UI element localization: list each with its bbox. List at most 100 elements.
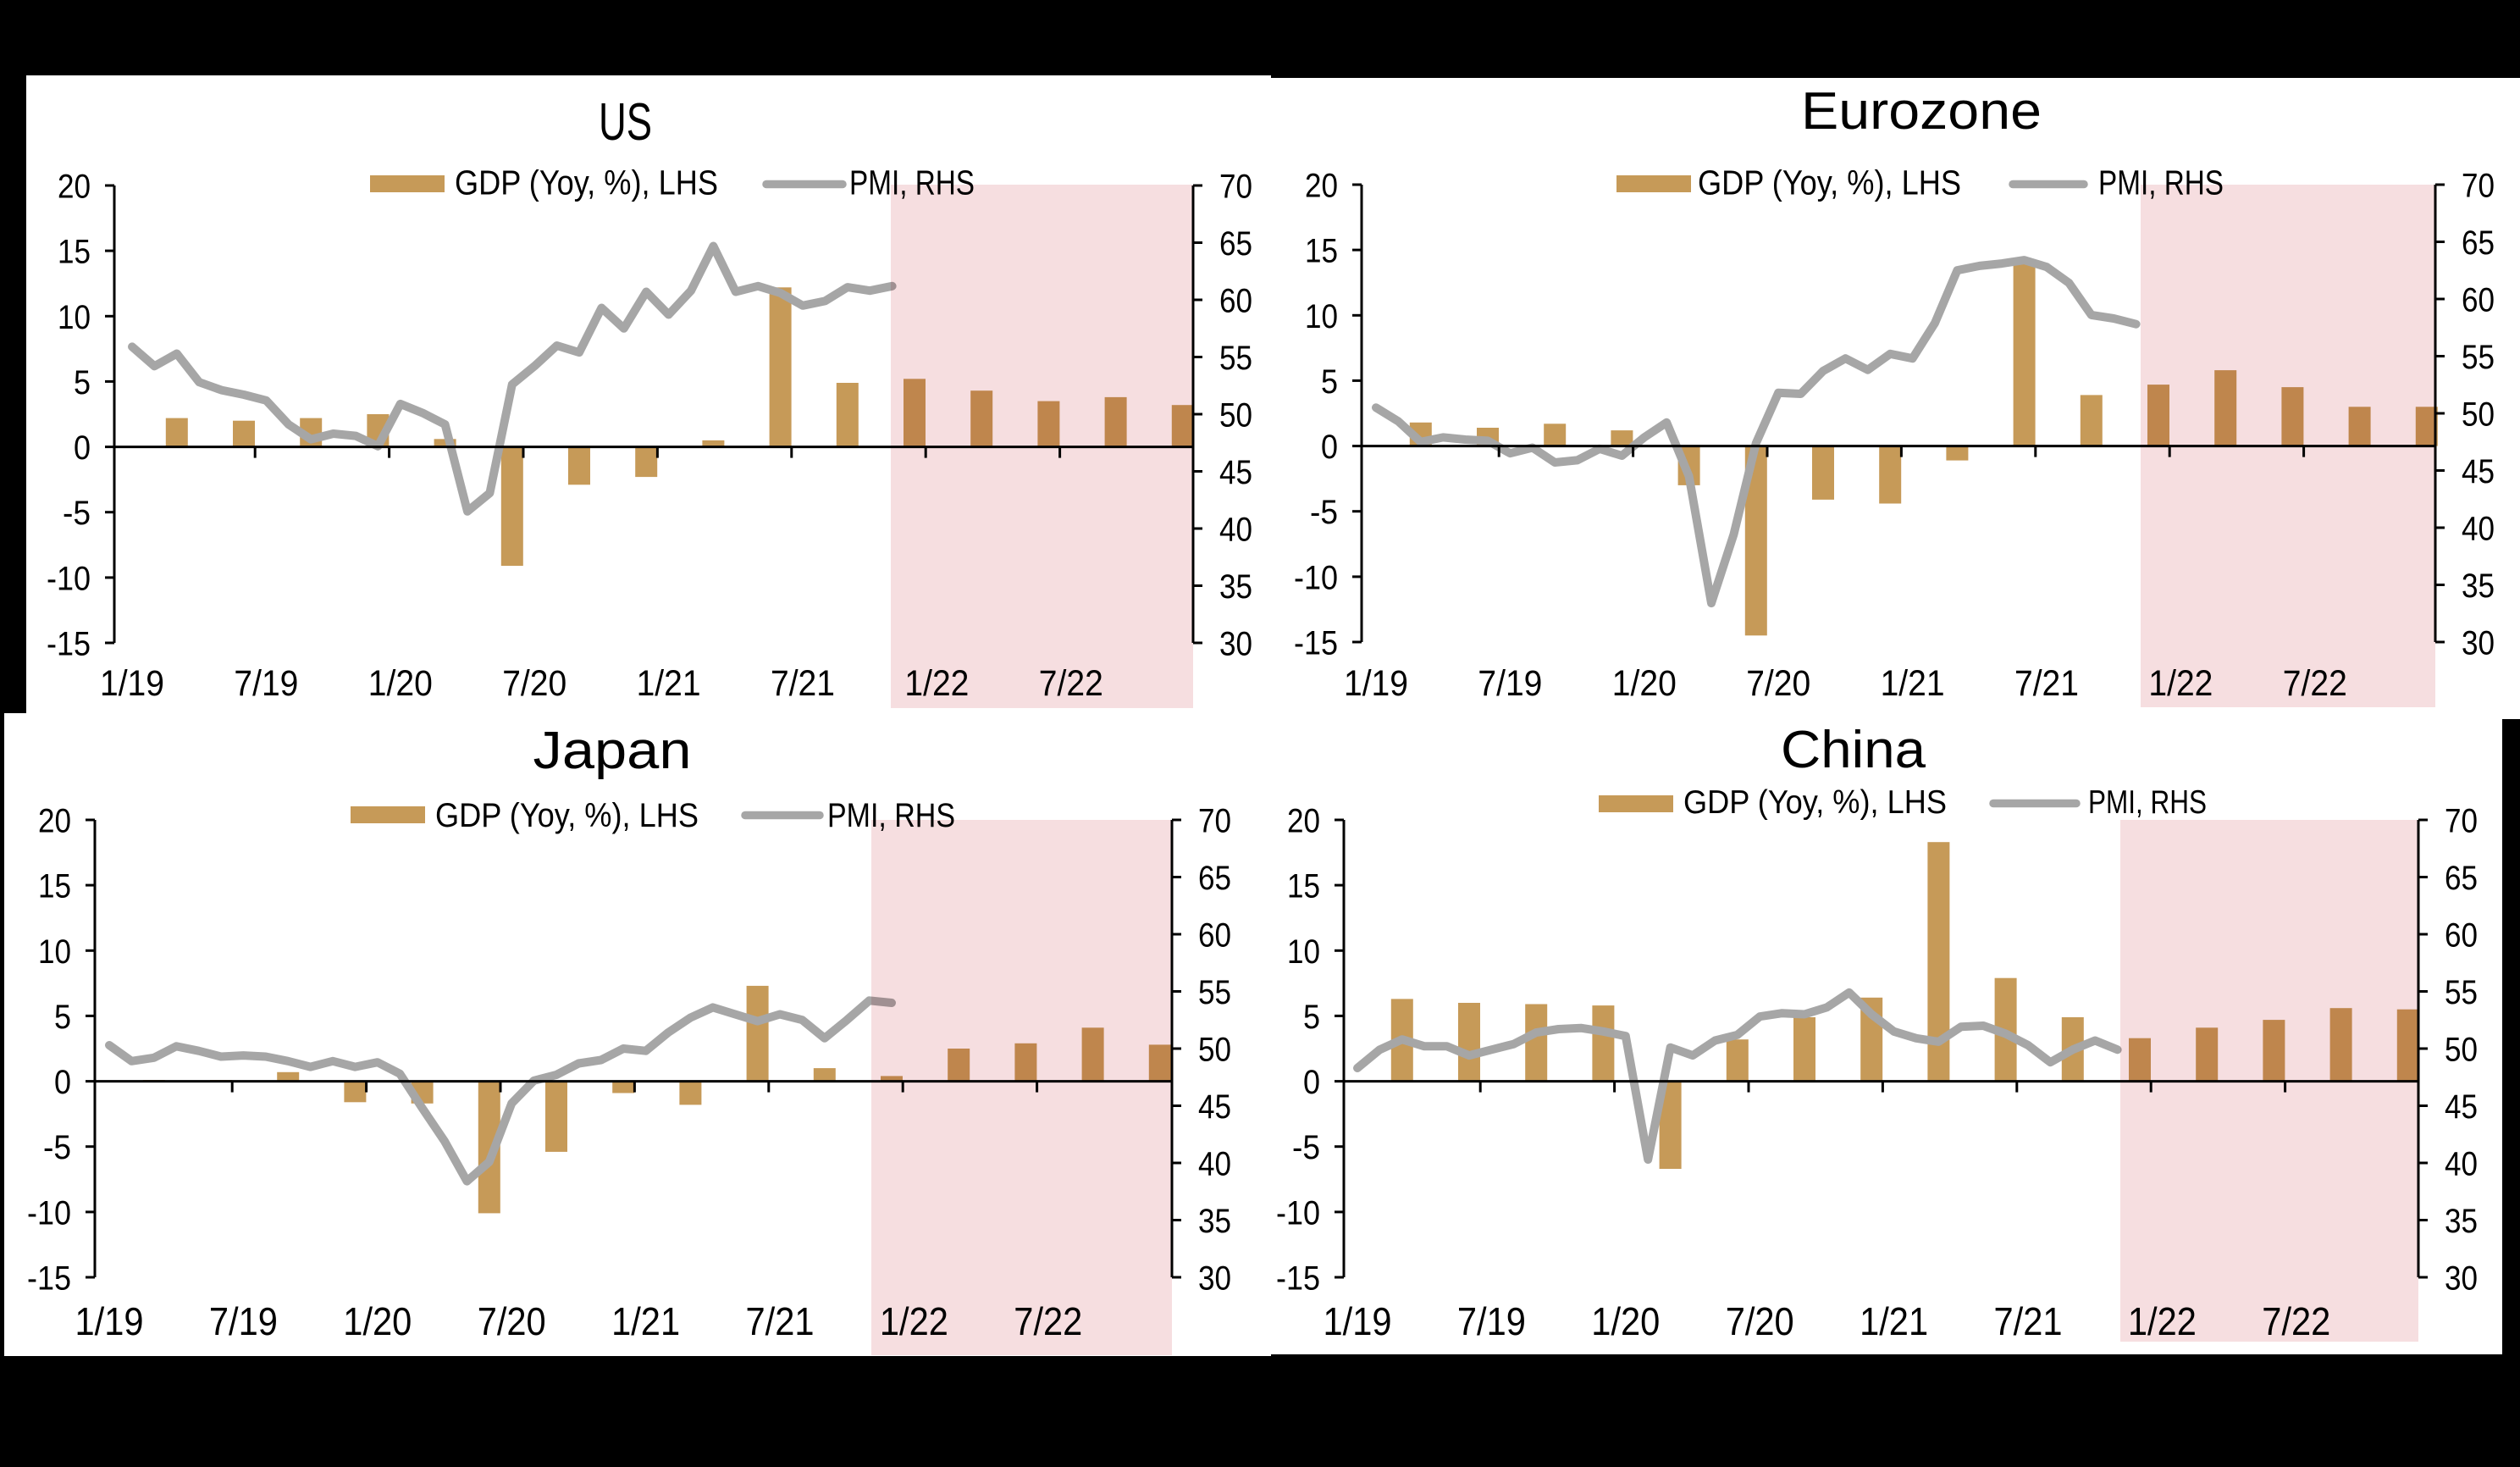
svg-text:7/21: 7/21: [746, 1299, 815, 1343]
svg-text:55: 55: [2462, 339, 2495, 376]
svg-text:40: 40: [2462, 511, 2495, 548]
svg-text:1/21: 1/21: [1860, 1299, 1928, 1343]
svg-text:GDP (Yoy, %), LHS: GDP (Yoy, %), LHS: [1698, 163, 1961, 202]
svg-text:7/19: 7/19: [1478, 663, 1542, 704]
svg-text:1/19: 1/19: [1324, 1299, 1392, 1343]
svg-text:20: 20: [58, 169, 91, 206]
svg-text:35: 35: [1219, 568, 1252, 606]
svg-text:65: 65: [2445, 860, 2478, 897]
svg-text:7/19: 7/19: [1457, 1299, 1526, 1343]
svg-text:45: 45: [1219, 454, 1252, 491]
svg-text:1/19: 1/19: [1344, 663, 1408, 704]
svg-text:35: 35: [2462, 567, 2495, 605]
svg-text:7/20: 7/20: [502, 663, 566, 704]
svg-text:55: 55: [1219, 340, 1252, 377]
svg-text:-5: -5: [1292, 1129, 1320, 1166]
svg-text:40: 40: [1219, 512, 1252, 549]
svg-text:1/20: 1/20: [368, 663, 433, 704]
svg-text:70: 70: [2462, 168, 2495, 205]
svg-text:50: 50: [2462, 396, 2495, 434]
svg-text:1/21: 1/21: [637, 663, 701, 704]
svg-text:30: 30: [1219, 626, 1252, 663]
svg-text:50: 50: [1219, 397, 1252, 435]
svg-text:-5: -5: [1310, 494, 1338, 531]
svg-text:1/20: 1/20: [343, 1299, 412, 1343]
svg-text:40: 40: [2445, 1146, 2478, 1183]
svg-text:-15: -15: [27, 1260, 71, 1298]
svg-text:45: 45: [1198, 1088, 1231, 1126]
svg-text:1/20: 1/20: [1612, 663, 1677, 704]
svg-text:-5: -5: [43, 1129, 71, 1166]
svg-text:15: 15: [1287, 868, 1320, 905]
svg-text:45: 45: [2445, 1088, 2478, 1126]
svg-text:70: 70: [2445, 803, 2478, 840]
svg-text:1/19: 1/19: [75, 1299, 144, 1343]
svg-text:50: 50: [2445, 1032, 2478, 1069]
svg-text:0: 0: [74, 429, 91, 467]
svg-text:1/22: 1/22: [880, 1299, 948, 1343]
svg-text:15: 15: [58, 234, 91, 271]
svg-text:7/22: 7/22: [2283, 663, 2347, 704]
svg-text:-15: -15: [1294, 625, 1338, 662]
svg-text:China: China: [1781, 721, 1926, 779]
svg-text:7/22: 7/22: [2262, 1299, 2330, 1343]
svg-text:1/19: 1/19: [100, 663, 164, 704]
svg-text:PMI, RHS: PMI, RHS: [827, 797, 955, 834]
svg-text:GDP (Yoy, %), LHS: GDP (Yoy, %), LHS: [455, 163, 718, 202]
svg-text:GDP (Yoy, %), LHS: GDP (Yoy, %), LHS: [435, 797, 699, 834]
svg-text:-5: -5: [63, 495, 91, 532]
svg-text:65: 65: [1198, 860, 1231, 897]
svg-text:15: 15: [1305, 233, 1338, 270]
svg-text:PMI, RHS: PMI, RHS: [849, 163, 975, 202]
svg-text:60: 60: [2445, 917, 2478, 955]
svg-text:Eurozone: Eurozone: [1801, 82, 2042, 141]
svg-text:65: 65: [1219, 225, 1252, 263]
svg-text:7/21: 7/21: [771, 663, 835, 704]
svg-text:15: 15: [38, 868, 71, 905]
svg-text:Japan: Japan: [533, 722, 692, 780]
svg-text:-10: -10: [1276, 1194, 1320, 1232]
svg-text:20: 20: [1287, 803, 1320, 840]
svg-text:30: 30: [2445, 1260, 2478, 1298]
svg-text:5: 5: [54, 999, 71, 1036]
svg-text:7/20: 7/20: [1746, 663, 1810, 704]
svg-text:-10: -10: [1294, 559, 1338, 596]
svg-text:55: 55: [1198, 974, 1231, 1011]
svg-text:PMI, RHS: PMI, RHS: [2088, 784, 2207, 821]
svg-text:55: 55: [2445, 974, 2478, 1011]
svg-text:PMI, RHS: PMI, RHS: [2098, 163, 2224, 202]
svg-text:0: 0: [1303, 1064, 1320, 1101]
svg-text:30: 30: [1198, 1260, 1231, 1298]
svg-text:7/19: 7/19: [209, 1299, 278, 1343]
svg-text:45: 45: [2462, 453, 2495, 490]
svg-text:7/20: 7/20: [478, 1299, 546, 1343]
svg-text:GDP (Yoy, %), LHS: GDP (Yoy, %), LHS: [1683, 784, 1947, 821]
svg-text:-15: -15: [1276, 1260, 1320, 1298]
svg-text:10: 10: [38, 933, 71, 971]
svg-text:7/22: 7/22: [1039, 663, 1103, 704]
svg-text:40: 40: [1198, 1146, 1231, 1183]
svg-text:7/20: 7/20: [1726, 1299, 1794, 1343]
svg-text:0: 0: [54, 1064, 71, 1101]
svg-text:1/21: 1/21: [1881, 663, 1945, 704]
svg-text:70: 70: [1219, 169, 1252, 206]
svg-text:10: 10: [1287, 933, 1320, 971]
svg-text:1/22: 1/22: [904, 663, 969, 704]
svg-text:5: 5: [1303, 999, 1320, 1036]
svg-text:7/21: 7/21: [1994, 1299, 2063, 1343]
svg-text:50: 50: [1198, 1032, 1231, 1069]
svg-text:7/19: 7/19: [234, 663, 298, 704]
svg-text:7/22: 7/22: [1014, 1299, 1082, 1343]
svg-text:0: 0: [1321, 429, 1338, 466]
svg-text:65: 65: [2462, 224, 2495, 262]
svg-text:60: 60: [1198, 917, 1231, 955]
svg-text:-10: -10: [47, 560, 91, 597]
svg-text:5: 5: [74, 364, 91, 401]
svg-text:5: 5: [1321, 363, 1338, 401]
svg-text:20: 20: [1305, 168, 1338, 205]
svg-text:20: 20: [38, 803, 71, 840]
svg-text:30: 30: [2462, 625, 2495, 662]
svg-text:1/22: 1/22: [2148, 663, 2213, 704]
svg-text:10: 10: [58, 299, 91, 336]
svg-text:35: 35: [1198, 1203, 1231, 1240]
